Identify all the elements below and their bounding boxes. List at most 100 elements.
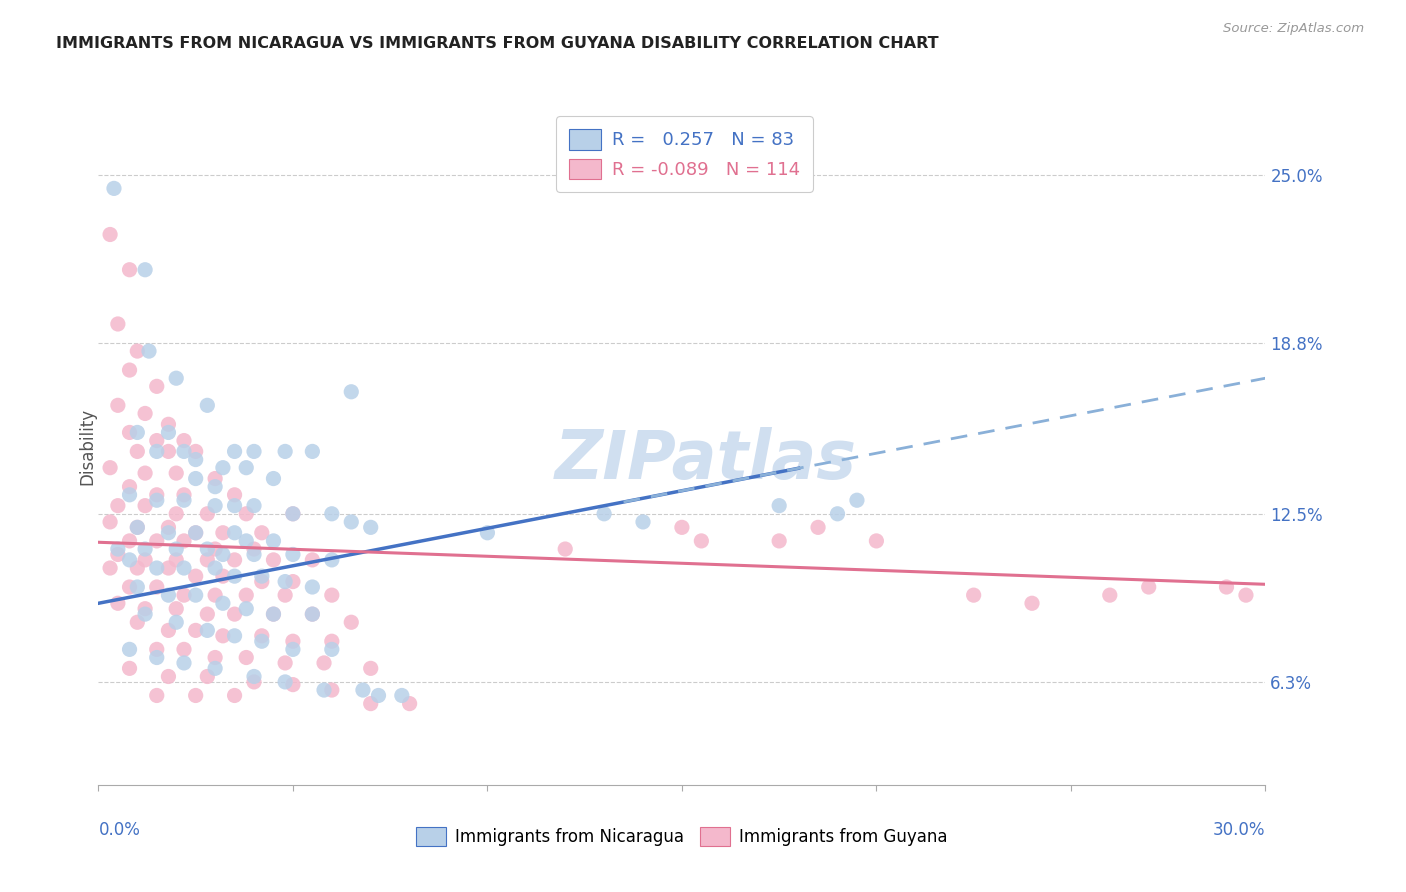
Point bbox=[360, 520, 382, 534]
Point bbox=[165, 615, 187, 630]
Point bbox=[321, 507, 343, 521]
Point bbox=[243, 548, 266, 562]
Text: 30.0%: 30.0% bbox=[1213, 821, 1265, 838]
Point bbox=[250, 574, 273, 589]
Point bbox=[212, 525, 235, 540]
Point bbox=[157, 669, 180, 683]
Point bbox=[204, 661, 226, 675]
Point bbox=[195, 507, 218, 521]
Point bbox=[224, 629, 246, 643]
Point bbox=[165, 601, 187, 615]
Text: 0.0%: 0.0% bbox=[98, 821, 141, 838]
Point bbox=[173, 588, 195, 602]
Point bbox=[262, 607, 284, 621]
Point bbox=[301, 580, 323, 594]
Point bbox=[340, 515, 363, 529]
Point bbox=[107, 548, 129, 562]
Point bbox=[195, 607, 218, 621]
Point bbox=[118, 488, 141, 502]
Point bbox=[98, 460, 121, 475]
Point bbox=[146, 444, 169, 458]
Point bbox=[118, 580, 141, 594]
Point bbox=[127, 425, 149, 440]
Point bbox=[224, 569, 246, 583]
Point bbox=[768, 533, 790, 548]
Point bbox=[146, 561, 169, 575]
Point bbox=[235, 507, 257, 521]
Point bbox=[118, 425, 141, 440]
Point bbox=[321, 683, 343, 698]
Point bbox=[157, 417, 180, 432]
Point bbox=[204, 480, 226, 494]
Point bbox=[274, 656, 297, 670]
Point bbox=[554, 542, 576, 557]
Point bbox=[274, 574, 297, 589]
Point bbox=[1098, 588, 1121, 602]
Point bbox=[146, 689, 169, 703]
Point bbox=[768, 499, 790, 513]
Point bbox=[157, 444, 180, 458]
Point bbox=[173, 561, 195, 575]
Point bbox=[807, 520, 830, 534]
Point bbox=[127, 344, 149, 359]
Point bbox=[173, 656, 195, 670]
Point bbox=[312, 656, 335, 670]
Point bbox=[962, 588, 984, 602]
Point bbox=[281, 574, 304, 589]
Point bbox=[107, 398, 129, 412]
Point bbox=[212, 460, 235, 475]
Point bbox=[243, 444, 266, 458]
Point bbox=[1137, 580, 1160, 594]
Y-axis label: Disability: Disability bbox=[79, 408, 96, 484]
Point bbox=[243, 499, 266, 513]
Point bbox=[184, 452, 207, 467]
Point bbox=[321, 642, 343, 657]
Point bbox=[146, 379, 169, 393]
Point bbox=[212, 548, 235, 562]
Point bbox=[204, 561, 226, 575]
Point bbox=[281, 678, 304, 692]
Point bbox=[224, 607, 246, 621]
Point bbox=[224, 499, 246, 513]
Point bbox=[274, 674, 297, 689]
Point bbox=[274, 444, 297, 458]
Point bbox=[224, 689, 246, 703]
Point bbox=[281, 634, 304, 648]
Point bbox=[235, 588, 257, 602]
Point bbox=[134, 262, 156, 277]
Point bbox=[165, 542, 187, 557]
Point bbox=[593, 507, 616, 521]
Point bbox=[165, 553, 187, 567]
Point bbox=[184, 471, 207, 485]
Point bbox=[173, 488, 195, 502]
Point bbox=[157, 425, 180, 440]
Point bbox=[134, 542, 156, 557]
Point bbox=[243, 669, 266, 683]
Point bbox=[671, 520, 693, 534]
Point bbox=[398, 697, 420, 711]
Point bbox=[262, 533, 284, 548]
Point bbox=[195, 542, 218, 557]
Point bbox=[340, 384, 363, 399]
Point bbox=[127, 520, 149, 534]
Point bbox=[224, 525, 246, 540]
Point bbox=[250, 634, 273, 648]
Point bbox=[1021, 596, 1043, 610]
Point bbox=[134, 601, 156, 615]
Point bbox=[146, 488, 169, 502]
Point bbox=[235, 460, 257, 475]
Point bbox=[262, 471, 284, 485]
Point bbox=[340, 615, 363, 630]
Point bbox=[281, 507, 304, 521]
Point bbox=[118, 533, 141, 548]
Point bbox=[262, 553, 284, 567]
Point bbox=[173, 533, 195, 548]
Point bbox=[184, 624, 207, 638]
Point bbox=[157, 520, 180, 534]
Point bbox=[165, 371, 187, 385]
Point bbox=[173, 444, 195, 458]
Point bbox=[204, 471, 226, 485]
Point bbox=[184, 588, 207, 602]
Point bbox=[107, 499, 129, 513]
Point bbox=[118, 553, 141, 567]
